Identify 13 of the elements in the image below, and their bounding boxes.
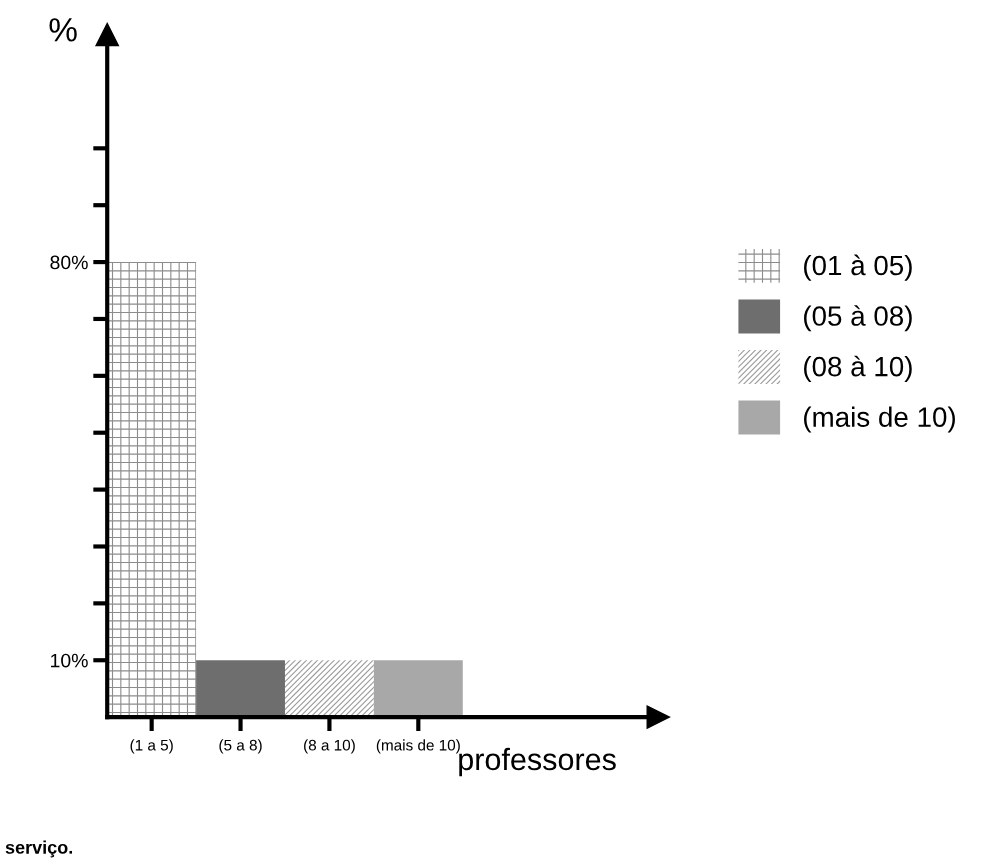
text: serviço. bbox=[5, 840, 73, 858]
x-tick-label: (8 a 10) bbox=[304, 739, 355, 754]
x-tick-label: (1 a 5) bbox=[130, 739, 173, 754]
x-tick-label: (5 a 8) bbox=[219, 739, 262, 754]
legend-label: (mais de 10) bbox=[804, 406, 955, 433]
x-tick-label: (mais de 10) bbox=[376, 739, 460, 754]
y-tick-label: 80% bbox=[50, 255, 88, 270]
legend-label: (08 à 10) bbox=[804, 355, 912, 382]
y-axis-title: % bbox=[49, 18, 77, 42]
legend-label: (05 à 08) bbox=[804, 305, 912, 332]
y-tick-label: 10% bbox=[51, 653, 88, 668]
legend-label: (01 à 05) bbox=[804, 254, 912, 281]
x-axis-title: professores bbox=[459, 747, 616, 777]
